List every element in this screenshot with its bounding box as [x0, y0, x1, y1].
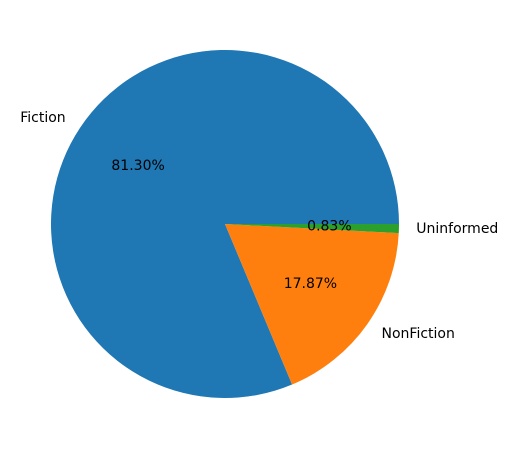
pie-labels: Fiction 81.30% NonFiction 17.87% Uninformed 0…: [20, 110, 498, 342]
slice-label-nonfiction: NonFiction: [382, 326, 455, 342]
pie-slice-fiction: [51, 50, 400, 399]
slice-percent-uninformed: 0.83%: [307, 219, 351, 235]
pie-slices: [51, 50, 400, 399]
slice-label-fiction: Fiction: [20, 110, 65, 126]
pie-slice-nonfiction: [225, 224, 399, 385]
slice-percent-nonfiction: 17.87%: [284, 276, 337, 292]
pie-slice-uninformed: [225, 224, 399, 234]
slice-percent-fiction: 81.30%: [111, 158, 164, 174]
slice-label-uninformed: Uninformed: [416, 221, 498, 237]
